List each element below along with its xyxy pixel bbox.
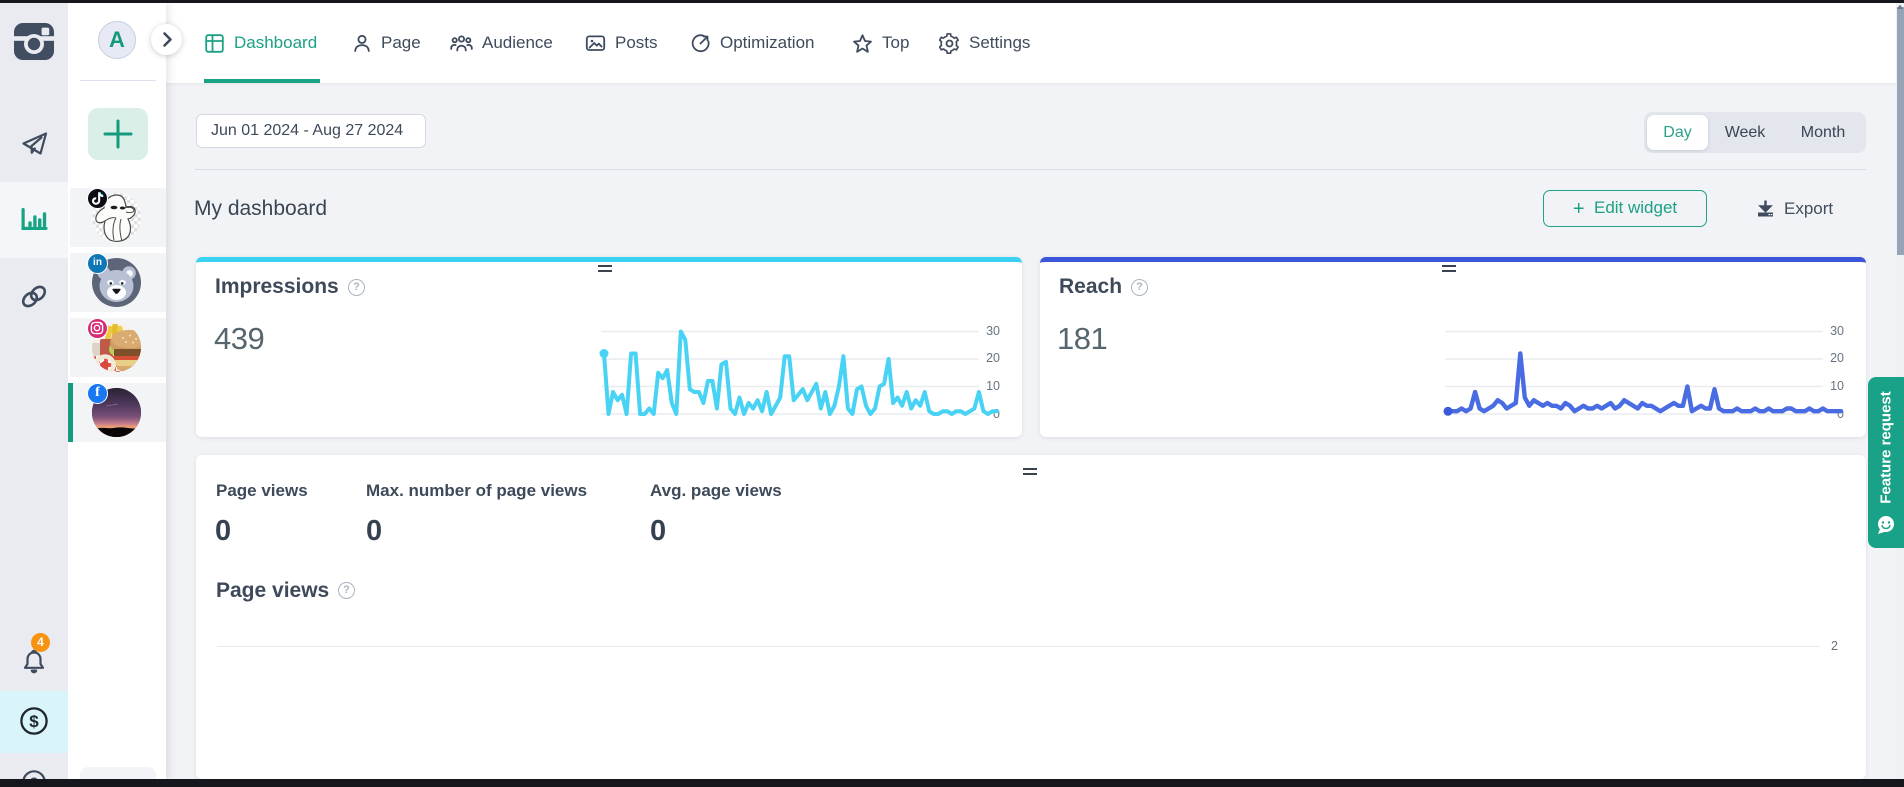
svg-text:$: $ — [29, 712, 39, 731]
